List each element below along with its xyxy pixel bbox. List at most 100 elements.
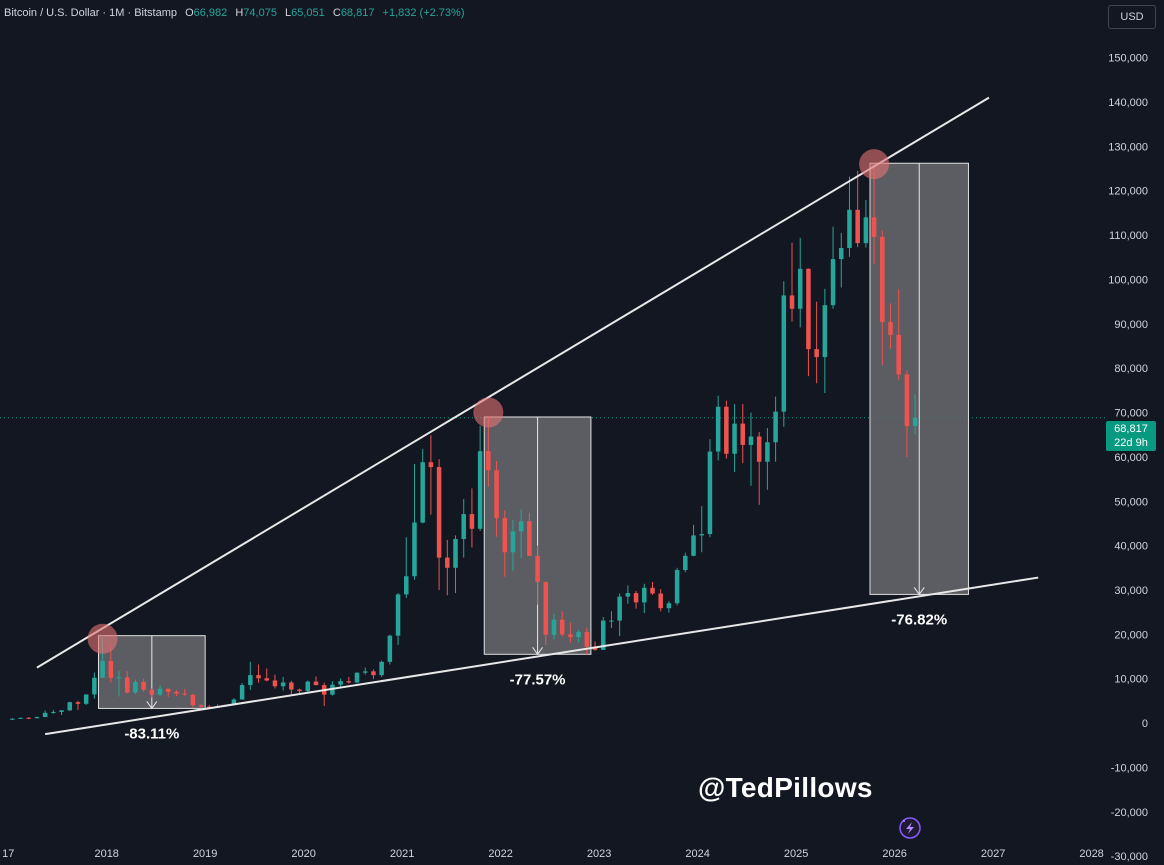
candle-body	[699, 534, 704, 536]
candle-body	[272, 680, 278, 687]
candle-body	[436, 467, 442, 558]
candle-body	[888, 322, 893, 335]
candle-body	[248, 675, 253, 686]
y-tick-label: 100,000	[1108, 274, 1148, 286]
x-tick-label: 2025	[784, 848, 808, 860]
candle-body	[559, 619, 565, 635]
drawdown-label: -83.11%	[124, 725, 179, 742]
time-axis[interactable]: 17 2018 2019 2020 2021 2022 2023 2024 2025 2026 20…	[2, 848, 1104, 860]
candle-body	[650, 587, 655, 594]
candle-body	[904, 374, 910, 426]
symbol-title[interactable]: Bitcoin / U.S. Dollar · 1M · Bitstamp	[4, 7, 177, 19]
candle-body	[568, 634, 573, 637]
price-axis[interactable]: -30,000 -20,000 -10,000 0 10,000 20,000 30,000…	[1108, 8, 1148, 863]
candle-body	[18, 717, 23, 719]
lower-trendline	[44, 576, 1039, 736]
candle-body	[633, 593, 639, 603]
x-tick-label: 2024	[685, 848, 709, 860]
peak-marker	[87, 623, 118, 654]
candle-body	[912, 417, 918, 426]
peak-highlights	[87, 149, 890, 654]
y-tick-label: 0	[1142, 718, 1148, 730]
candle-body	[715, 406, 721, 452]
y-tick-label: 30,000	[1114, 585, 1148, 597]
x-tick-label: 2028	[1079, 848, 1103, 860]
peak-marker	[859, 149, 890, 180]
last-price-tag: 68,817 22d 9h	[1106, 421, 1156, 451]
drawdown-labels: -83.11% -77.57% -76.82%	[124, 611, 947, 742]
y-tick-label: 10,000	[1114, 674, 1148, 686]
candle-body	[198, 705, 204, 707]
low-value: 65,051	[291, 7, 325, 19]
candle-body	[280, 682, 286, 687]
trendlines	[36, 96, 1039, 736]
candle-body	[231, 699, 237, 705]
y-tick-label: 90,000	[1114, 319, 1148, 331]
author-watermark: @TedPillows	[698, 772, 873, 803]
candle-body	[551, 619, 557, 635]
y-tick-label: 40,000	[1114, 541, 1148, 553]
candle-body	[51, 711, 56, 713]
close-value: 68,817	[340, 7, 375, 19]
x-tick-label: 2021	[390, 848, 414, 860]
y-tick-label: 20,000	[1114, 629, 1148, 641]
candle-body	[855, 209, 860, 244]
candle-body	[707, 451, 713, 535]
candle-body	[486, 451, 491, 471]
candle-body	[756, 436, 762, 462]
candle-body	[387, 635, 393, 662]
y-tick-label: 140,000	[1108, 97, 1148, 109]
candle-body	[896, 334, 901, 375]
drawdown-boxes	[97, 162, 969, 710]
y-tick-label: -30,000	[1111, 851, 1148, 863]
candle-body	[740, 423, 746, 445]
candle-body	[395, 594, 401, 636]
x-tick-label: 2026	[882, 848, 906, 860]
candle-body	[149, 689, 155, 695]
candle-body	[806, 268, 811, 350]
candle-body	[781, 295, 787, 412]
candle-body	[264, 678, 269, 681]
x-tick-label: 2018	[94, 848, 118, 860]
drawdown-label: -76.82%	[891, 611, 947, 628]
high-label: H	[235, 7, 244, 19]
upper-trendline	[36, 96, 990, 669]
candle-body	[797, 268, 803, 309]
y-tick-label: -20,000	[1111, 807, 1148, 819]
drawdown-label: -77.57%	[510, 671, 566, 688]
currency-button[interactable]: USD	[1108, 5, 1156, 29]
candle-body	[26, 717, 31, 719]
candle-body	[207, 706, 212, 708]
candle-body	[609, 620, 614, 622]
candle-body	[871, 217, 877, 237]
candle-body	[362, 671, 368, 673]
candle-body	[830, 259, 836, 306]
candle-body	[666, 603, 672, 609]
candle-body	[543, 581, 549, 635]
candle-body	[658, 593, 663, 609]
candle-body	[190, 694, 196, 706]
candle-body	[839, 247, 844, 260]
candle-body	[354, 672, 360, 683]
arrow-head-icon	[532, 647, 543, 656]
candle-body	[510, 531, 516, 553]
candle-body	[847, 209, 852, 248]
candle-body	[108, 660, 114, 678]
candle-body	[748, 436, 754, 445]
candle-body	[445, 557, 450, 568]
candle-body	[773, 411, 778, 443]
candle-body	[814, 349, 819, 358]
candle-body	[765, 442, 770, 462]
candle-body	[477, 451, 483, 529]
candles	[10, 163, 918, 720]
y-tick-label: 60,000	[1114, 452, 1148, 464]
candle-body	[535, 555, 540, 582]
bolt-icon[interactable]	[899, 817, 921, 839]
y-tick-label: 120,000	[1108, 186, 1148, 198]
candle-body	[289, 682, 294, 690]
candle-body	[600, 620, 606, 650]
last-price-value: 68,817	[1114, 423, 1148, 435]
candle-body	[305, 681, 311, 692]
candle-body	[502, 518, 508, 553]
